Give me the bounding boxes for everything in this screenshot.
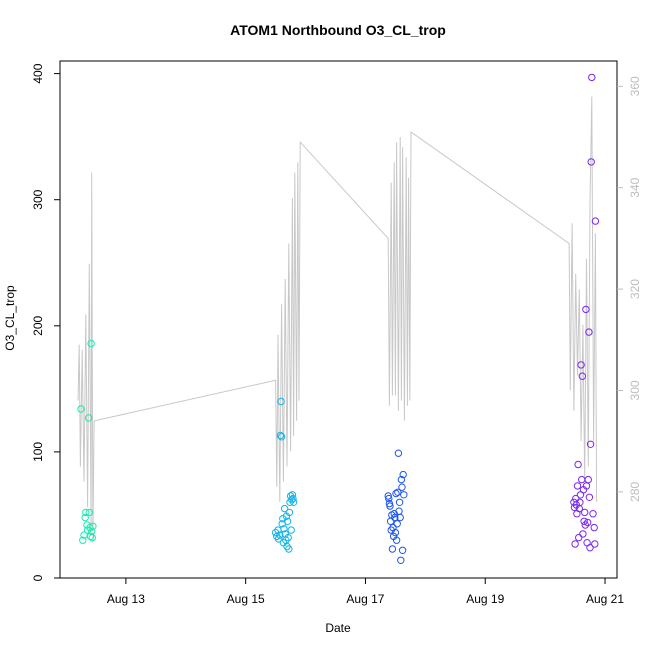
data-point [571,540,579,548]
data-point [585,493,594,501]
y-tick-label: 300 [31,189,45,209]
data-point [386,502,394,510]
y-axis-label: O3_CL_trop [3,285,17,351]
data-point [391,513,399,522]
x-tick-label: Aug 21 [586,592,624,606]
data-point [271,528,280,537]
data-point [86,532,95,541]
y2-tick-label: 320 [628,279,642,299]
data-point [82,508,90,517]
y-tick-label: 0 [31,574,45,581]
data-point [574,460,582,469]
data-point [287,526,295,534]
data-point [394,488,402,496]
data-point [83,526,92,534]
data-point [591,217,600,225]
data-point [577,361,585,369]
data-point [392,536,401,544]
data-point [585,328,593,336]
axes: Aug 13 Aug 15 Aug 17 Aug 19 Aug 21 0 100 200 300… [31,60,642,606]
y2-tick-label: 360 [628,76,642,96]
data-point [81,513,89,522]
data-point [589,510,597,518]
x-tick-label: Aug 19 [466,592,504,606]
data-point [396,513,404,522]
data-point [280,525,288,533]
data-point [580,517,588,525]
data-point [581,508,589,517]
data-point [276,531,284,539]
series-line [77,96,598,543]
data-point [288,491,297,499]
data-point [87,339,95,348]
data-point [398,483,406,491]
data-point [77,405,85,413]
x-tick-label: Aug 17 [346,592,384,606]
data-point [285,508,294,517]
data-point [578,372,586,380]
data-point [277,397,285,406]
data-point [392,489,400,498]
data-point [581,521,589,529]
data-point [400,491,408,499]
data-point [285,545,293,553]
data-point [394,449,403,457]
chart-title: ATOM1 Northbound O3_CL_trop [230,22,446,38]
data-point [399,470,407,479]
data-point [289,498,298,506]
data-point [280,504,289,513]
data-point [576,498,584,506]
data-point [397,475,406,484]
plot-frame [59,60,618,579]
data-point [85,414,93,422]
y-tick-label: 100 [31,442,45,462]
data-point [276,431,285,440]
data-point [584,518,592,527]
data-point [398,546,407,554]
data-point [395,498,404,506]
data-point [85,508,94,517]
data-point [391,528,400,537]
x-axis-label: Date [325,621,351,635]
y-tick-label: 200 [31,315,45,335]
data-point [393,520,401,528]
y-tick-label: 400 [31,63,45,83]
data-point [582,305,590,314]
data-point [586,440,595,448]
data-point [79,536,87,544]
data-point [386,517,395,525]
data-point [284,533,292,542]
data-point [89,522,97,530]
data-point [586,544,594,552]
data-point [388,545,397,553]
data-point [579,530,587,538]
x-tick-label: Aug 13 [107,592,145,606]
data-point [283,517,292,525]
data-point [289,494,297,503]
data-point [88,533,97,542]
plot-area [77,73,600,564]
data-point [590,523,598,532]
data-point [584,475,592,484]
data-point [573,482,582,490]
data-point [397,556,405,564]
x-tick-label: Aug 15 [227,592,265,606]
data-point [277,433,286,441]
y2-tick-label: 340 [628,177,642,197]
data-point [588,73,596,82]
data-point [575,533,583,542]
data-point [385,494,393,503]
data-point [591,540,599,548]
y2-tick-label: 280 [628,482,642,502]
data-point [587,158,595,166]
data-point [274,535,283,543]
data-point [578,475,586,484]
data-point [286,492,295,500]
y2-tick-label: 300 [628,380,642,400]
